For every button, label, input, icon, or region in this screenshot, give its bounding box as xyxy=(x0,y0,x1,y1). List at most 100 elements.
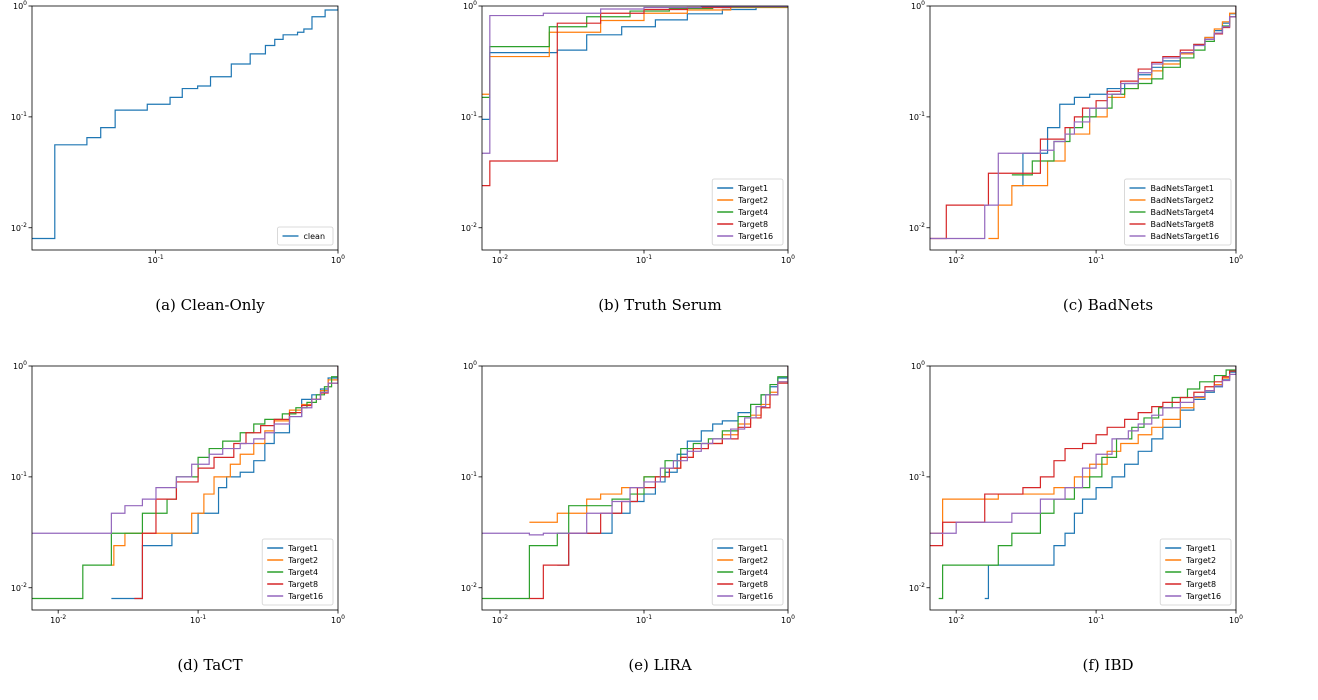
axes-frame xyxy=(31,5,339,251)
series-line-target16 xyxy=(930,366,1236,534)
x-tick-label: 10-1 xyxy=(636,254,652,265)
legend-label: BadNetsTarget4 xyxy=(1151,208,1215,217)
legend-label: Target4 xyxy=(737,208,768,217)
y-tick-label: 100 xyxy=(911,0,925,11)
legend-label: Target2 xyxy=(737,556,768,565)
chart-lira: 10-2 10-1 10010-210-1100Target1Target2Targ… xyxy=(461,360,795,625)
series-line-target16 xyxy=(482,6,788,154)
legend-label: BadNetsTarget16 xyxy=(1151,232,1220,241)
legend: clean xyxy=(277,226,334,246)
panel-truth-serum: 10-2 10-1 100 10-2 10-1 100 Target1 Target2 Targ… xyxy=(450,0,870,340)
x-tick-label: 10-2 xyxy=(948,614,964,625)
legend-box xyxy=(711,538,784,606)
legend-label: Target4 xyxy=(1185,568,1216,577)
series-line-target1 xyxy=(557,366,788,566)
y-tick-label: 10-2 xyxy=(461,222,477,233)
x-tick-label: 10-1 xyxy=(636,614,652,625)
legend-box xyxy=(711,178,784,246)
y-tick-label: 10-2 xyxy=(461,582,477,593)
axes-frame xyxy=(929,5,1237,251)
chart-badnets: 10-2 10-1 10010-210-1100BadNetsTarget1BadN… xyxy=(909,0,1243,265)
chart-truth-serum: 10-2 10-1 10010-210-1100Target1Target2Targ… xyxy=(461,0,795,265)
x-tick-label: 100 xyxy=(781,614,795,625)
chart-tact: 10-2 10-1 10010-210-1100Target1Target2Targ… xyxy=(11,360,345,625)
y-tick-label: 10-1 xyxy=(909,111,925,122)
series-line-target8 xyxy=(930,366,1236,547)
y-tick-label: 100 xyxy=(463,0,477,11)
legend-label: BadNetsTarget2 xyxy=(1151,196,1215,205)
panel-tact: 10-2 10-1 100 10-2 10-1 100 Target1 Target2 Targ… xyxy=(0,360,420,700)
legend-label: Target8 xyxy=(737,580,768,589)
legend-label: Target1 xyxy=(737,184,768,193)
legend-box xyxy=(277,226,334,246)
axes-frame xyxy=(481,365,789,611)
panel-clean-only: 10-1 100 10-2 10-1 100 clean (a) Clean-Only xyxy=(0,0,420,340)
x-tick-label: 10-2 xyxy=(492,614,508,625)
legend-label: Target2 xyxy=(1185,556,1216,565)
legend: Target1 Target2 Target4 Target8 Target16 xyxy=(711,538,784,606)
x-tick-label: 10-2 xyxy=(948,254,964,265)
x-tick-label: 10-1 xyxy=(148,254,164,265)
caption-badnets: (c) BadNets xyxy=(1062,296,1154,314)
series-line-target4 xyxy=(482,6,788,98)
legend-label: Target16 xyxy=(1185,592,1221,601)
legend-label: BadNetsTarget8 xyxy=(1151,220,1215,229)
legend: Target1 Target2 Target4 Target8 Target16 xyxy=(261,538,334,606)
y-tick-label: 100 xyxy=(13,0,27,11)
series-group xyxy=(482,6,788,187)
series-line-target16 xyxy=(482,366,788,536)
series-group xyxy=(32,366,338,600)
y-tick-label: 10-1 xyxy=(11,471,27,482)
series-line-target1 xyxy=(482,6,788,120)
legend: Target1 Target2 Target4 Target8 Target16 xyxy=(1159,538,1232,606)
series-line-target4 xyxy=(32,366,338,600)
x-tick-label: 100 xyxy=(1229,614,1243,625)
y-tick-label: 10-2 xyxy=(909,222,925,233)
series-line-clean xyxy=(32,6,338,240)
y-tick-label: 100 xyxy=(13,360,27,371)
y-tick-label: 10-1 xyxy=(461,471,477,482)
series-line-badnetstarget4 xyxy=(1011,6,1236,176)
y-tick-label: 10-2 xyxy=(11,222,27,233)
legend-box xyxy=(1124,178,1232,246)
legend-label: Target16 xyxy=(737,232,773,241)
legend-label: Target2 xyxy=(287,556,318,565)
legend-label: Target1 xyxy=(737,544,768,553)
series-group xyxy=(930,6,1236,240)
legend-label: BadNetsTarget1 xyxy=(1151,184,1215,193)
legend-label: Target8 xyxy=(1185,580,1216,589)
axes-frame xyxy=(31,365,339,611)
legend-label: Target1 xyxy=(287,544,318,553)
series-line-target16 xyxy=(32,366,338,534)
y-tick-label: 10-2 xyxy=(909,582,925,593)
x-tick-label: 10-1 xyxy=(1088,614,1104,625)
x-tick-label: 10-1 xyxy=(190,614,206,625)
y-tick-label: 10-1 xyxy=(461,111,477,122)
x-tick-label: 100 xyxy=(331,614,345,625)
caption-truth-serum: (b) Truth Serum xyxy=(598,296,722,314)
legend-box xyxy=(261,538,334,606)
series-line-badnetstarget16 xyxy=(930,6,1236,240)
chart-ibd: 10-2 10-1 10010-210-1100Target1Target2Targ… xyxy=(909,360,1243,625)
series-line-target8 xyxy=(482,6,788,187)
legend-label: clean xyxy=(304,232,326,241)
legend-label: Target8 xyxy=(287,580,318,589)
y-tick-label: 10-1 xyxy=(909,471,925,482)
panel-badnets: 10-2 10-1 100 10-2 10-1 100 BadNetsTarget1 BadN… xyxy=(898,0,1318,340)
x-tick-label: 10-1 xyxy=(1088,254,1104,265)
x-tick-label: 100 xyxy=(331,254,345,265)
legend-label: Target16 xyxy=(287,592,323,601)
axes-frame xyxy=(929,365,1237,611)
legend: Target1 Target2 Target4 Target8 Target16 xyxy=(711,178,784,246)
panel-ibd: 10-2 10-1 100 10-2 10-1 100 Target1 Target2 Targ… xyxy=(898,360,1318,700)
x-tick-label: 100 xyxy=(781,254,795,265)
y-tick-label: 100 xyxy=(911,360,925,371)
series-line-target2 xyxy=(482,6,788,95)
y-tick-label: 10-1 xyxy=(11,111,27,122)
legend-label: Target4 xyxy=(737,568,768,577)
caption-tact: (d) TaCT xyxy=(177,656,243,674)
caption-clean-only: (a) Clean-Only xyxy=(155,296,265,314)
series-line-target8 xyxy=(529,366,788,600)
series-line-badnetstarget1 xyxy=(1011,6,1236,187)
legend: BadNetsTarget1 BadNetsTarget2 BadNetsTarge… xyxy=(1124,178,1232,246)
